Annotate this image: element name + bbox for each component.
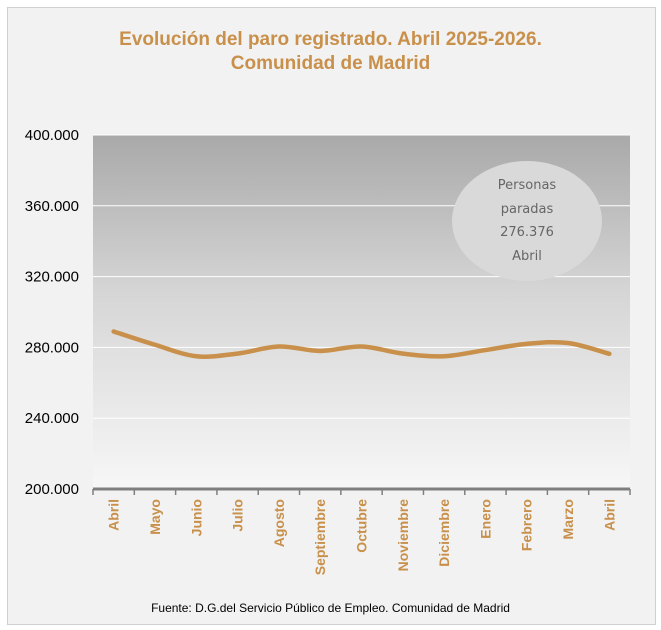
y-tick-label: 400.000: [25, 127, 79, 144]
chart-title: Evolución del paro registrado. Abril 202…: [0, 28, 661, 76]
callout-text-1: Personas: [498, 178, 557, 193]
x-tick-label: Diciembre: [436, 499, 452, 567]
x-tick-label: Junio: [188, 499, 204, 536]
callout-bubble: Personas paradas 276.376 Abril: [452, 161, 602, 281]
x-tick-label: Abril: [106, 499, 122, 531]
x-ticks: [92, 489, 631, 495]
x-tick-label: Agosto: [271, 499, 287, 547]
callout-ellipse: [452, 161, 602, 281]
chart-subtitle: Comunidad de Madrid: [230, 53, 431, 74]
x-tick-label: Julio: [230, 499, 246, 532]
y-tick-labels: 400.000 360.000 320.000 280.000 240.000 200.0…: [25, 127, 79, 498]
x-tick-label: Mayo: [147, 499, 163, 535]
y-tick-label: 240.000: [25, 410, 79, 427]
series-line: [111, 329, 612, 359]
x-tick-label: Noviembre: [395, 499, 411, 572]
x-tick-label: Septiembre: [312, 499, 328, 575]
x-tick-label: Enero: [477, 499, 493, 539]
chart-title-line-1: Evolución del paro registrado. Abril 202…: [119, 29, 542, 50]
x-tick-label: Abril: [601, 499, 617, 531]
callout-text-4: Abril: [512, 249, 542, 264]
callout-text-3: 276.376: [500, 225, 554, 240]
x-tick-labels: Abril Mayo Junio Julio Agosto Septiembre Octub…: [106, 499, 618, 575]
y-tick-label: 320.000: [25, 269, 79, 286]
x-tick-label: Marzo: [560, 499, 576, 539]
source-note: Fuente: D.G.del Servicio Público de Empl…: [151, 601, 510, 615]
callout-text-2: paradas: [501, 202, 554, 217]
y-tick-label: 360.000: [25, 198, 79, 215]
y-tick-label: 200.000: [25, 481, 79, 498]
y-tick-label: 280.000: [25, 339, 79, 356]
x-tick-label: Febrero: [519, 499, 535, 551]
x-tick-label: Octubre: [354, 499, 370, 553]
